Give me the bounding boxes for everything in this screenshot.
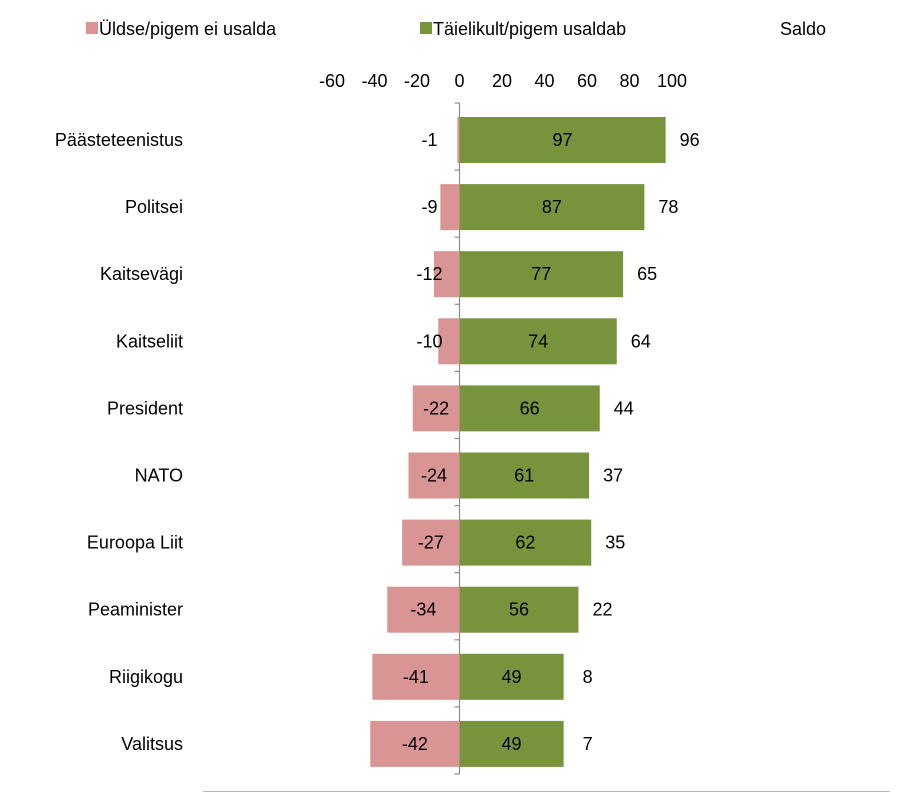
bar-distrust xyxy=(372,653,460,700)
bar-trust xyxy=(459,452,590,499)
saldo-label: 44 xyxy=(614,398,634,418)
x-tick-label: -60 xyxy=(319,71,345,91)
legend-label-negative: Üldse/pigem ei usalda xyxy=(99,19,277,39)
bar-distrust xyxy=(434,251,460,298)
bar-label-trust: 62 xyxy=(515,533,535,553)
legend-swatch-positive xyxy=(420,22,432,34)
bar-label-trust: 77 xyxy=(531,264,551,284)
x-tick-label: 80 xyxy=(619,71,639,91)
category-label: Kaitseliit xyxy=(116,331,183,351)
bar-distrust xyxy=(408,452,460,499)
bar-label-distrust: -41 xyxy=(403,667,429,687)
bar-label-trust: 74 xyxy=(528,331,548,351)
category-label: Päästeteenistus xyxy=(55,130,183,150)
saldo-label: 96 xyxy=(680,130,700,150)
bar-label-distrust: -1 xyxy=(421,130,437,150)
saldo-label: 7 xyxy=(583,734,593,754)
category-label: Kaitsevägi xyxy=(100,264,183,284)
x-tick-label: 20 xyxy=(492,71,512,91)
x-tick-label: -20 xyxy=(404,71,430,91)
bar-distrust xyxy=(457,117,460,163)
bar-trust xyxy=(459,653,564,700)
x-tick-label: -40 xyxy=(361,71,387,91)
legend-label-saldo: Saldo xyxy=(780,19,826,39)
bar-label-trust: 61 xyxy=(514,466,534,486)
bar-label-trust: 97 xyxy=(553,130,573,150)
bar-label-distrust: -27 xyxy=(418,533,444,553)
legend-swatch-negative xyxy=(86,22,98,34)
bar-trust xyxy=(459,519,592,566)
bar-label-trust: 49 xyxy=(502,734,522,754)
bar-label-distrust: -42 xyxy=(402,734,428,754)
x-tick-label: 100 xyxy=(657,71,687,91)
saldo-label: 8 xyxy=(583,667,593,687)
bar-trust xyxy=(459,318,617,365)
bar-distrust xyxy=(370,720,460,767)
bar-distrust xyxy=(412,385,460,432)
bar-distrust xyxy=(440,184,460,231)
bar-label-distrust: -24 xyxy=(421,466,447,486)
bar-label-distrust: -34 xyxy=(410,600,436,620)
bars xyxy=(370,117,666,767)
bar-label-trust: 66 xyxy=(520,398,540,418)
bar-trust xyxy=(459,117,666,163)
bar-trust xyxy=(459,720,564,767)
bar-distrust xyxy=(402,519,460,566)
bar-distrust xyxy=(438,318,460,365)
saldo-label: 22 xyxy=(592,600,612,620)
category-label: Politsei xyxy=(125,197,183,217)
saldo-label: 64 xyxy=(631,331,651,351)
saldo-label: 65 xyxy=(637,264,657,284)
bar-label-trust: 87 xyxy=(542,197,562,217)
bar-trust xyxy=(459,184,645,231)
category-label: Peaminister xyxy=(88,600,183,620)
bar-label-trust: 49 xyxy=(502,667,522,687)
saldo-label: 35 xyxy=(605,533,625,553)
bar-label-trust: 56 xyxy=(509,600,529,620)
category-label: President xyxy=(107,398,183,418)
bar-distrust xyxy=(387,586,460,633)
legend: Üldse/pigem ei usalda Täielikult/pigem us… xyxy=(86,19,826,39)
bar-trust xyxy=(459,251,624,298)
bar-label-distrust: -10 xyxy=(416,331,442,351)
category-label: Valitsus xyxy=(121,734,183,754)
x-tick-label: 60 xyxy=(577,71,597,91)
category-label: Euroopa Liit xyxy=(87,533,183,553)
saldo-label: 78 xyxy=(658,197,678,217)
legend-label-positive: Täielikult/pigem usaldab xyxy=(433,19,626,39)
bar-label-distrust: -22 xyxy=(423,398,449,418)
category-label: Riigikogu xyxy=(109,667,183,687)
x-tick-label: 40 xyxy=(534,71,554,91)
bar-trust xyxy=(459,586,579,633)
saldo-label: 37 xyxy=(603,466,623,486)
category-label: NATO xyxy=(135,466,183,486)
bar-trust xyxy=(459,385,600,432)
bar-label-distrust: -9 xyxy=(421,197,437,217)
x-tick-label: 0 xyxy=(454,71,464,91)
bar-label-distrust: -12 xyxy=(416,264,442,284)
